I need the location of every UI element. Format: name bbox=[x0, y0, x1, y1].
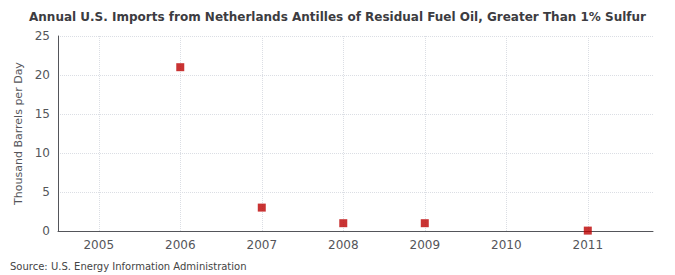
svg-text:2010: 2010 bbox=[491, 238, 522, 252]
svg-text:5: 5 bbox=[42, 185, 50, 199]
svg-text:25: 25 bbox=[35, 29, 50, 43]
svg-text:Source: U.S. Energy Informatio: Source: U.S. Energy Information Administ… bbox=[10, 261, 247, 272]
svg-text:0: 0 bbox=[42, 224, 50, 238]
svg-text:2011: 2011 bbox=[573, 238, 604, 252]
svg-text:2009: 2009 bbox=[410, 238, 441, 252]
svg-text:20: 20 bbox=[35, 68, 50, 82]
svg-text:Annual U.S. Imports from Nethe: Annual U.S. Imports from Netherlands Ant… bbox=[29, 10, 646, 24]
svg-text:15: 15 bbox=[35, 107, 50, 121]
svg-text:2008: 2008 bbox=[328, 238, 359, 252]
svg-text:2005: 2005 bbox=[83, 238, 114, 252]
svg-text:Thousand Barrels per Day: Thousand Barrels per Day bbox=[12, 62, 25, 206]
svg-text:2006: 2006 bbox=[165, 238, 196, 252]
svg-text:10: 10 bbox=[35, 146, 50, 160]
svg-text:2007: 2007 bbox=[246, 238, 277, 252]
